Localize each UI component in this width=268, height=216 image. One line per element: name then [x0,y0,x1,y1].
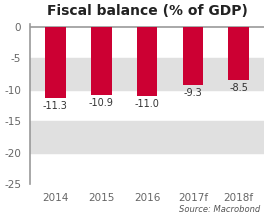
Title: Fiscal balance (% of GDP): Fiscal balance (% of GDP) [47,4,247,18]
Bar [137,27,157,96]
Bar [30,58,264,90]
Bar [91,27,111,95]
Text: Source: Macrobond: Source: Macrobond [179,205,260,214]
Bar [45,27,66,98]
Bar [228,27,249,80]
Text: -11.0: -11.0 [135,99,159,109]
Text: -9.3: -9.3 [184,88,202,98]
Bar [183,27,203,85]
Text: -10.9: -10.9 [89,98,114,108]
Bar [30,121,264,153]
Text: -11.3: -11.3 [43,101,68,111]
Text: -8.5: -8.5 [229,83,248,93]
